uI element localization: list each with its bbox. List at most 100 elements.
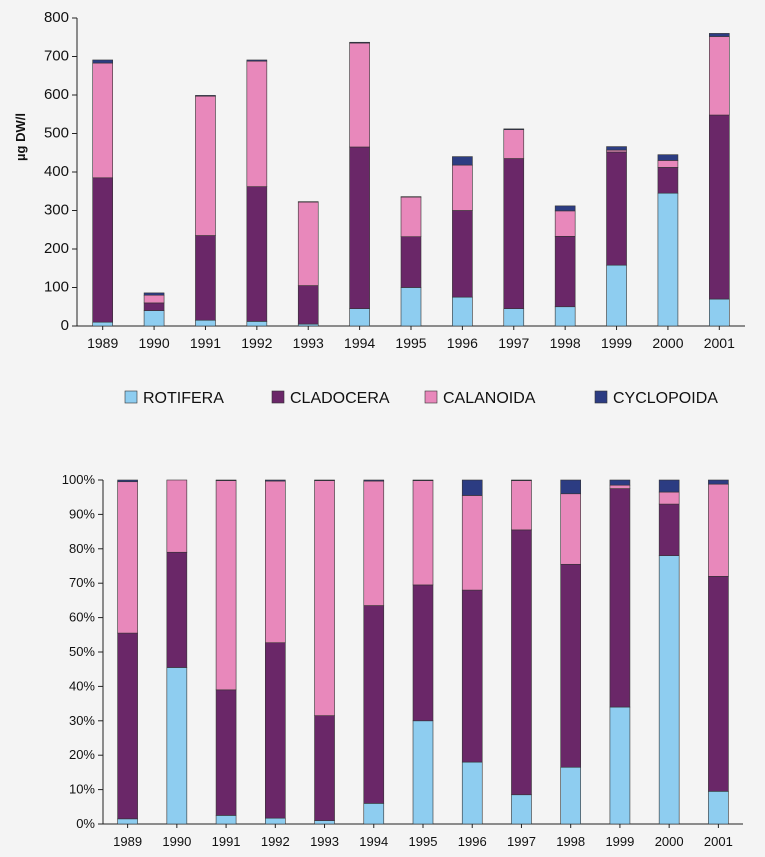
x-tick-label: 1997 (498, 335, 529, 351)
bar-segment-rotifera-1994 (364, 803, 384, 824)
x-tick-label: 1997 (507, 834, 536, 849)
legend-label-cladocera: CLADOCERA (290, 390, 390, 407)
bar-segment-rotifera-1989 (118, 819, 138, 824)
bar-segment-rotifera-1997 (504, 309, 524, 326)
y-tick-label: 500 (44, 125, 69, 142)
bar-segment-rotifera-1997 (511, 795, 531, 824)
x-tick-label: 1989 (113, 834, 142, 849)
legend-label-rotifera: ROTIFERA (143, 390, 224, 407)
bar-segment-cladocera-1996 (462, 590, 482, 762)
x-tick-label: 1991 (212, 834, 241, 849)
bar-segment-cyclopoida-1989 (93, 60, 113, 63)
bar-segment-cladocera-1995 (413, 585, 433, 721)
bar-segment-rotifera-2001 (708, 791, 728, 824)
bar-segment-cyclopoida-1999 (610, 480, 630, 485)
y-tick-label: 100% (62, 472, 96, 487)
bar-segment-cladocera-1991 (216, 690, 236, 816)
bar-segment-cladocera-1997 (504, 159, 524, 309)
bar-segment-cyclopoida-1993 (315, 480, 335, 481)
bar-segment-cyclopoida-1989 (118, 480, 138, 482)
bar-segment-calanoida-1993 (315, 481, 335, 716)
bar-segment-calanoida-1997 (504, 130, 524, 159)
bar-segment-cyclopoida-1992 (265, 480, 285, 481)
x-tick-label: 1995 (409, 834, 438, 849)
x-tick-label: 1994 (344, 335, 375, 351)
legend-swatch-calanoida (425, 391, 437, 403)
bar-segment-rotifera-1996 (452, 297, 472, 326)
x-tick-label: 1998 (556, 834, 585, 849)
bar-segment-cyclopoida-2000 (658, 155, 678, 161)
bar-segment-calanoida-1997 (511, 481, 531, 530)
y-tick-label: 300 (44, 202, 69, 219)
bar-segment-calanoida-1996 (452, 165, 472, 210)
bar-segment-rotifera-1996 (462, 762, 482, 824)
bar-segment-rotifera-1995 (401, 288, 421, 327)
y-tick-label: 40% (69, 678, 95, 693)
bar-segment-cyclopoida-2001 (708, 480, 728, 484)
bar-segment-calanoida-1996 (462, 495, 482, 590)
bar-segment-cyclopoida-1997 (504, 129, 524, 130)
bar-segment-calanoida-1990 (167, 480, 187, 552)
y-tick-label: 800 (44, 9, 69, 26)
legend-swatch-cyclopoida (595, 391, 607, 403)
bar-segment-cyclopoida-1999 (607, 147, 627, 150)
bar-segment-cladocera-2001 (708, 576, 728, 791)
bar-segment-calanoida-2001 (709, 36, 729, 115)
y-tick-label: 200 (44, 240, 69, 257)
bar-segment-cladocera-1995 (401, 237, 421, 288)
bar-segment-calanoida-1995 (401, 197, 421, 237)
bar-segment-rotifera-2000 (658, 193, 678, 326)
bar-segment-cyclopoida-1995 (413, 480, 433, 481)
bar-segment-rotifera-1994 (350, 309, 370, 326)
bar-segment-calanoida-1989 (118, 482, 138, 633)
bar-segment-cyclopoida-1996 (452, 157, 472, 165)
bar-segment-cyclopoida-1996 (462, 480, 482, 495)
y-tick-label: 20% (69, 747, 95, 762)
bar-segment-calanoida-1998 (561, 494, 581, 565)
y-tick-label: 0 (61, 317, 69, 334)
bar-segment-cladocera-1993 (298, 286, 318, 325)
x-tick-label: 1995 (395, 335, 426, 351)
bar-segment-calanoida-2000 (658, 160, 678, 167)
bar-segment-cladocera-2001 (709, 115, 729, 299)
y-tick-label: 80% (69, 541, 95, 556)
x-tick-label: 1992 (261, 834, 290, 849)
x-tick-label: 1989 (87, 335, 118, 351)
bar-segment-rotifera-1998 (555, 307, 575, 326)
x-tick-label: 1996 (458, 834, 487, 849)
bar-segment-calanoida-1991 (195, 96, 215, 235)
bar-segment-rotifera-1999 (610, 707, 630, 824)
bar-segment-calanoida-1989 (93, 63, 113, 178)
bar-segment-cladocera-1992 (247, 187, 267, 322)
bar-segment-rotifera-1992 (265, 818, 285, 824)
bar-segment-cladocera-1992 (265, 643, 285, 818)
bar-segment-cyclopoida-1991 (216, 480, 236, 481)
y-tick-label: 90% (69, 506, 95, 521)
x-tick-label: 1998 (550, 335, 581, 351)
bar-segment-rotifera-1993 (315, 821, 335, 824)
bar-segment-cyclopoida-1992 (247, 60, 267, 61)
bar-segment-cladocera-2000 (658, 167, 678, 193)
legend-swatch-cladocera (272, 391, 284, 403)
bar-segment-rotifera-1999 (607, 265, 627, 326)
bar-segment-cladocera-1996 (452, 211, 472, 298)
x-tick-label: 2001 (704, 335, 735, 351)
bar-segment-cladocera-2000 (659, 504, 679, 556)
x-tick-label: 2000 (655, 834, 684, 849)
y-tick-label: 30% (69, 713, 95, 728)
x-tick-label: 1999 (605, 834, 634, 849)
y-axis-title: µg DW/l (13, 113, 28, 161)
bar-segment-cladocera-1999 (607, 152, 627, 265)
bar-segment-cyclopoida-2001 (709, 33, 729, 36)
bar-segment-cyclopoida-1991 (195, 95, 215, 96)
bar-segment-cladocera-1990 (167, 552, 187, 667)
bar-segment-rotifera-1991 (195, 320, 215, 326)
bar-segment-calanoida-1991 (216, 481, 236, 690)
bar-segment-rotifera-1992 (247, 321, 267, 326)
bar-segment-cladocera-1998 (555, 236, 575, 306)
y-tick-label: 70% (69, 575, 95, 590)
y-tick-label: 60% (69, 610, 95, 625)
bar-segment-rotifera-1989 (93, 322, 113, 326)
